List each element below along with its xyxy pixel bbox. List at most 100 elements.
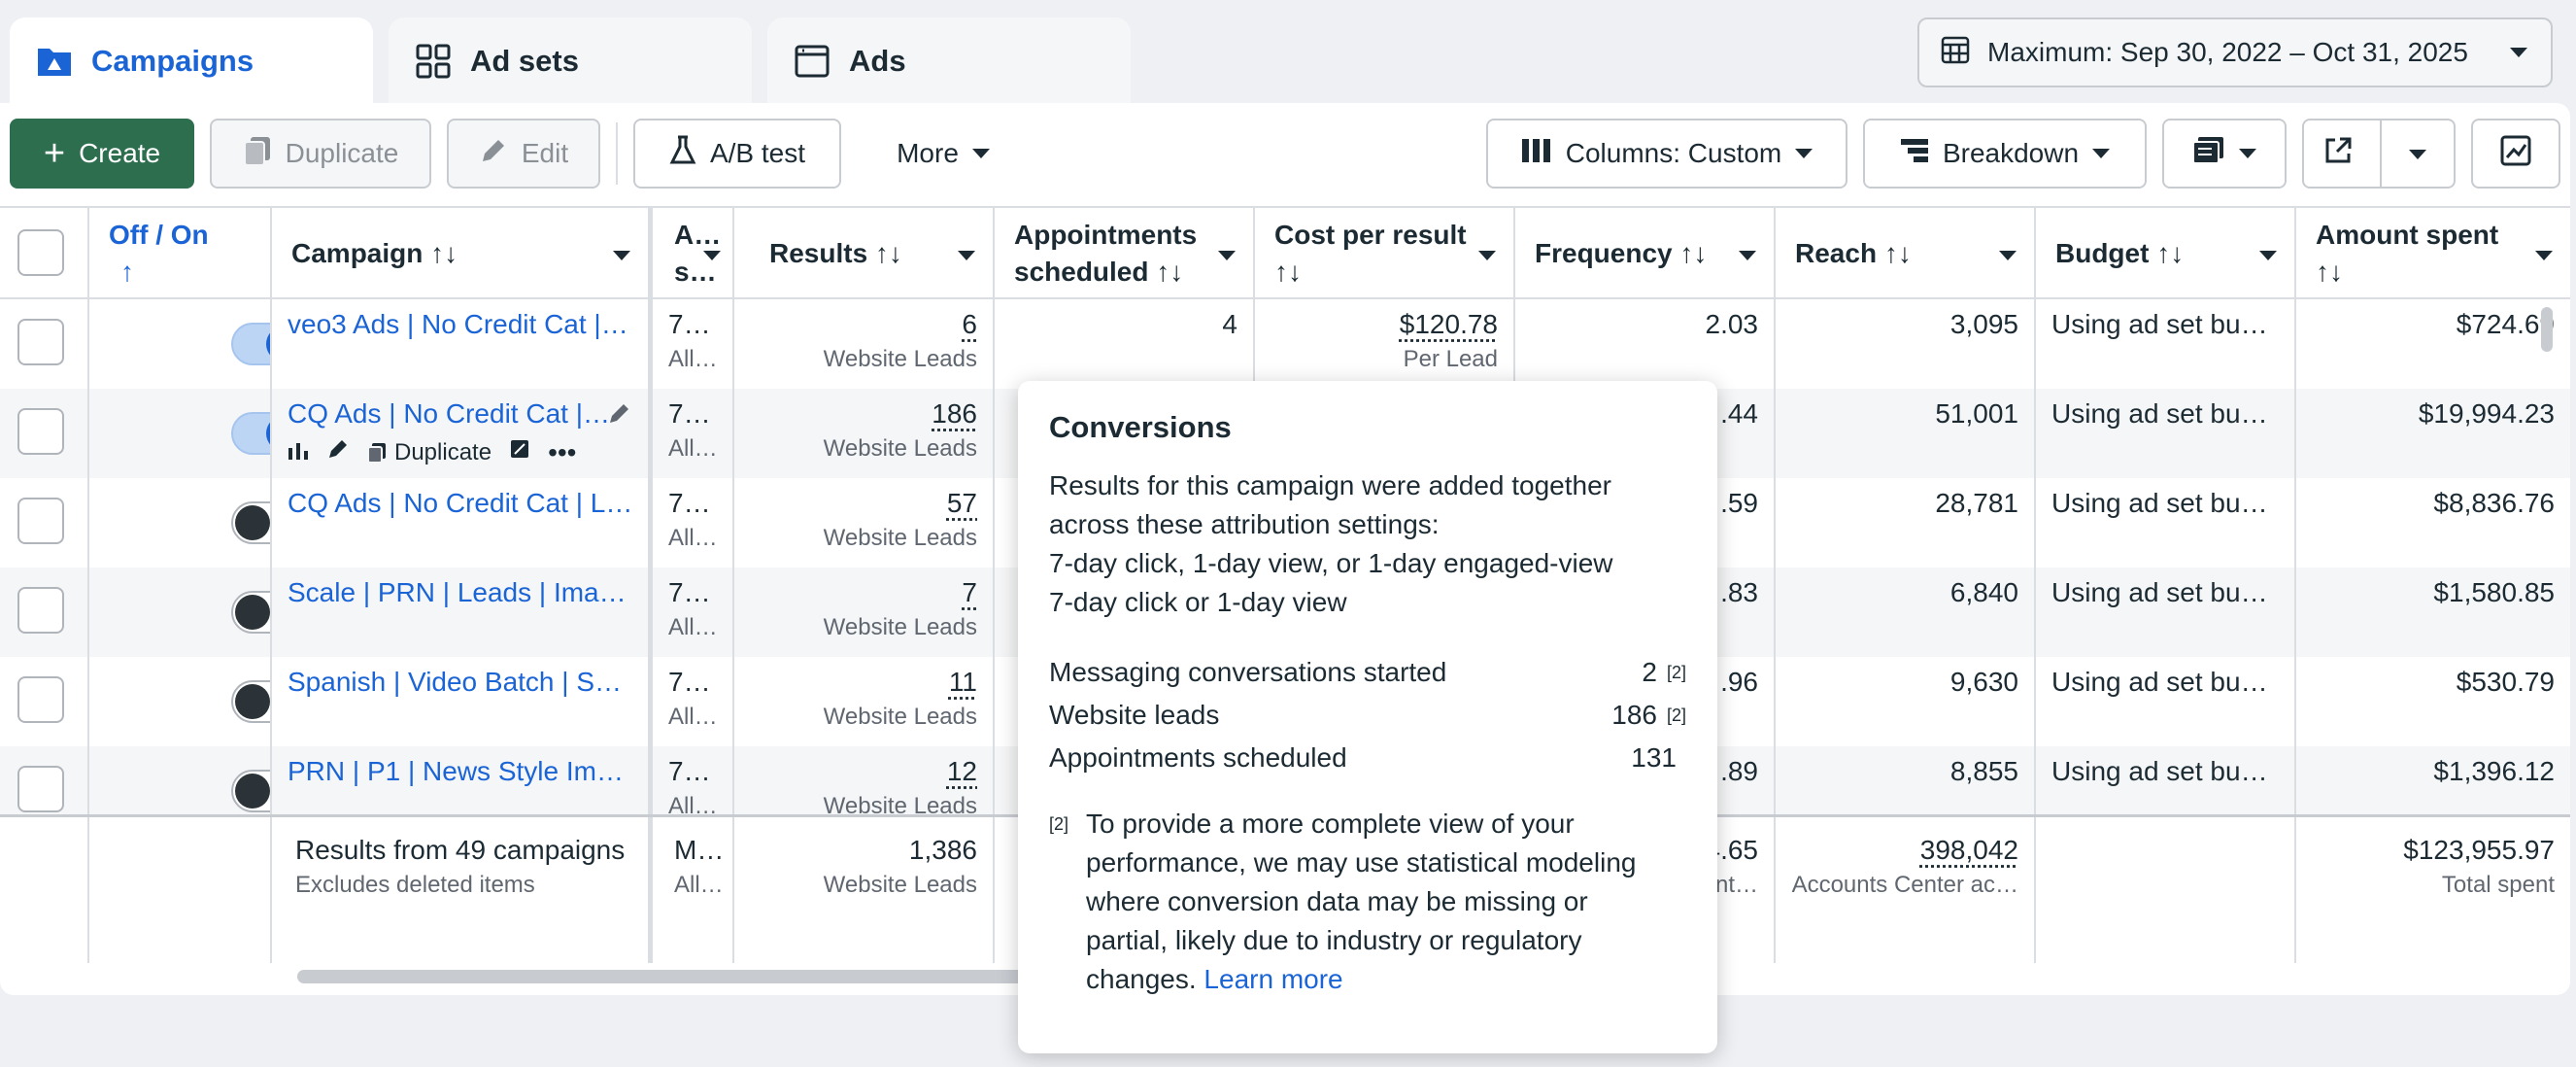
cell-results: 7 Website Leads: [734, 568, 995, 657]
table-row[interactable]: Spanish | Video Batch | S… 7… All… 11 Websit…: [0, 657, 2570, 746]
cell-toggle: [89, 389, 272, 478]
cell-amount: $8,836.76: [2433, 488, 2555, 518]
bar-chart-icon[interactable]: [288, 439, 309, 466]
cell-sel: [0, 568, 89, 657]
campaign-name-link[interactable]: Spanish | Video Batch | S…: [288, 667, 623, 697]
columns-button[interactable]: Columns: Custom: [1486, 119, 1847, 189]
breakdown-icon: [1900, 137, 1929, 171]
cell-amount: $1,580.85: [2433, 577, 2555, 607]
cell-frequency: .83: [1515, 568, 1776, 657]
campaign-name-link[interactable]: PRN | P1 | News Style Im…: [288, 756, 624, 786]
reports-button[interactable]: [2162, 119, 2287, 189]
cell-cost: $120.78 Per Lead: [1255, 299, 1515, 389]
header-cost-per-result[interactable]: Cost per result ↑↓: [1255, 208, 1515, 299]
more-button[interactable]: More: [857, 119, 1030, 189]
campaign-toggle[interactable]: [231, 412, 270, 455]
split-divider: [2380, 120, 2382, 187]
toolbar: + Create Duplicate Edit A/B test More: [0, 103, 2570, 200]
cell-toggle: [89, 746, 272, 814]
cell-budget: Using ad set bu…: [2036, 299, 2296, 389]
table-row[interactable]: veo3 Ads | No Credit Cat |… 7… All… 6 Websit…: [0, 299, 2570, 389]
create-button[interactable]: + Create: [10, 119, 194, 189]
header-off-on[interactable]: Off / On ↑: [89, 208, 272, 299]
campaign-toggle[interactable]: [231, 770, 270, 812]
row-checkbox[interactable]: [17, 676, 64, 723]
tooltip-title: Conversions: [1049, 410, 1232, 444]
calendar-icon: [1941, 35, 1970, 71]
summary-results: 1,386 Website Leads: [734, 817, 995, 963]
cell-toggle: [89, 299, 272, 389]
campaign-name-link[interactable]: Scale | PRN | Leads | Ima…: [288, 577, 627, 607]
pencil-icon[interactable]: [607, 400, 632, 432]
vertical-scrollbar[interactable]: [2541, 307, 2553, 352]
cell-sel: [0, 299, 89, 389]
header-campaign[interactable]: Campaign ↑↓: [272, 208, 653, 299]
tooltip-metric: Messaging conversations started 2 [2]: [1049, 657, 1686, 687]
header-appointments[interactable]: Appointments scheduled ↑↓: [995, 208, 1255, 299]
row-checkbox[interactable]: [17, 587, 64, 634]
campaign-toggle[interactable]: [231, 680, 270, 723]
date-range-picker[interactable]: Maximum: Sep 30, 2022 – Oct 31, 2025: [1917, 17, 2553, 87]
campaign-name-link[interactable]: CQ Ads | No Credit Cat |…: [288, 398, 610, 429]
cell-reach: 9,630: [1776, 657, 2036, 746]
cell-attr: 7… All…: [653, 299, 734, 389]
row-checkbox[interactable]: [17, 498, 64, 544]
cell-sel: [0, 389, 89, 478]
chevron-down-icon: [2510, 48, 2527, 57]
chart-toggle-button[interactable]: [2471, 119, 2560, 189]
cell-amount: $724.69: [2456, 309, 2555, 339]
cell-results: 6 Website Leads: [734, 299, 995, 389]
tab-ads[interactable]: Ads: [767, 17, 1131, 105]
more-options-icon[interactable]: •••: [548, 436, 577, 467]
header-budget[interactable]: Budget ↑↓: [2036, 208, 2296, 299]
select-all-checkbox[interactable]: [17, 229, 64, 276]
header-attribution[interactable]: A… s…: [653, 208, 734, 299]
tab-ad-sets[interactable]: Ad sets: [389, 17, 752, 105]
tab-campaigns[interactable]: Campaigns: [10, 17, 373, 105]
folder-icon: [35, 42, 74, 81]
horizontal-scrollbar[interactable]: [297, 970, 1055, 983]
cell-name: CQ Ads | No Credit Cat |… Duplicate •••: [272, 389, 653, 478]
export-button[interactable]: [2302, 119, 2456, 189]
ab-test-button[interactable]: A/B test: [633, 119, 841, 189]
cell-name: PRN | P1 | News Style Im…: [272, 746, 653, 814]
campaign-name-link[interactable]: veo3 Ads | No Credit Cat |…: [288, 309, 628, 339]
edit-button[interactable]: Edit: [447, 119, 600, 189]
cell-frequency: .89: [1515, 746, 1776, 814]
row-checkbox[interactable]: [17, 319, 64, 365]
campaigns-panel: + Create Duplicate Edit A/B test More: [0, 103, 2570, 995]
cell-results: 11 Website Leads: [734, 657, 995, 746]
pin-icon[interactable]: [509, 438, 530, 466]
edit-pencil-icon[interactable]: [326, 437, 350, 467]
cell-budget: Using ad set bu…: [2036, 746, 2296, 814]
campaign-toggle[interactable]: [231, 591, 270, 634]
duplicate-button[interactable]: Duplicate: [210, 119, 431, 189]
chevron-down-icon: [1739, 251, 1756, 260]
plus-icon: +: [43, 133, 66, 174]
cell-sel: [0, 746, 89, 814]
cell-frequency: .44: [1515, 389, 1776, 478]
breakdown-button[interactable]: Breakdown: [1863, 119, 2147, 189]
cell-name: Spanish | Video Batch | S…: [272, 657, 653, 746]
conversions-tooltip: Conversions Results for this campaign we…: [1018, 381, 1717, 1053]
header-amount-spent[interactable]: Amount spent ↑↓: [2296, 208, 2570, 299]
header-reach[interactable]: Reach ↑↓: [1776, 208, 2036, 299]
campaign-toggle[interactable]: [231, 323, 270, 365]
tab-label: Ads: [849, 44, 906, 78]
row-duplicate-button[interactable]: Duplicate: [367, 439, 491, 466]
summary-amount: $123,955.97 Total spent: [2403, 835, 2555, 898]
campaign-name-link[interactable]: CQ Ads | No Credit Cat | L…: [288, 488, 633, 518]
summary-title-cell: Results from 49 campaigns Excludes delet…: [272, 817, 653, 963]
cell-amount: $19,994.23: [2418, 398, 2555, 429]
header-frequency[interactable]: Frequency ↑↓: [1515, 208, 1776, 299]
campaign-toggle[interactable]: [231, 501, 270, 544]
row-checkbox[interactable]: [17, 408, 64, 455]
chevron-down-icon: [2535, 251, 2553, 260]
header-results[interactable]: Results ↑↓: [734, 208, 995, 299]
window-icon: [793, 42, 831, 81]
learn-more-link[interactable]: Learn more: [1203, 964, 1343, 994]
tooltip-metric: Website leads 186 [2]: [1049, 700, 1686, 730]
chevron-down-icon: [958, 251, 975, 260]
cell-frequency: .59: [1515, 478, 1776, 568]
row-checkbox[interactable]: [17, 766, 64, 812]
